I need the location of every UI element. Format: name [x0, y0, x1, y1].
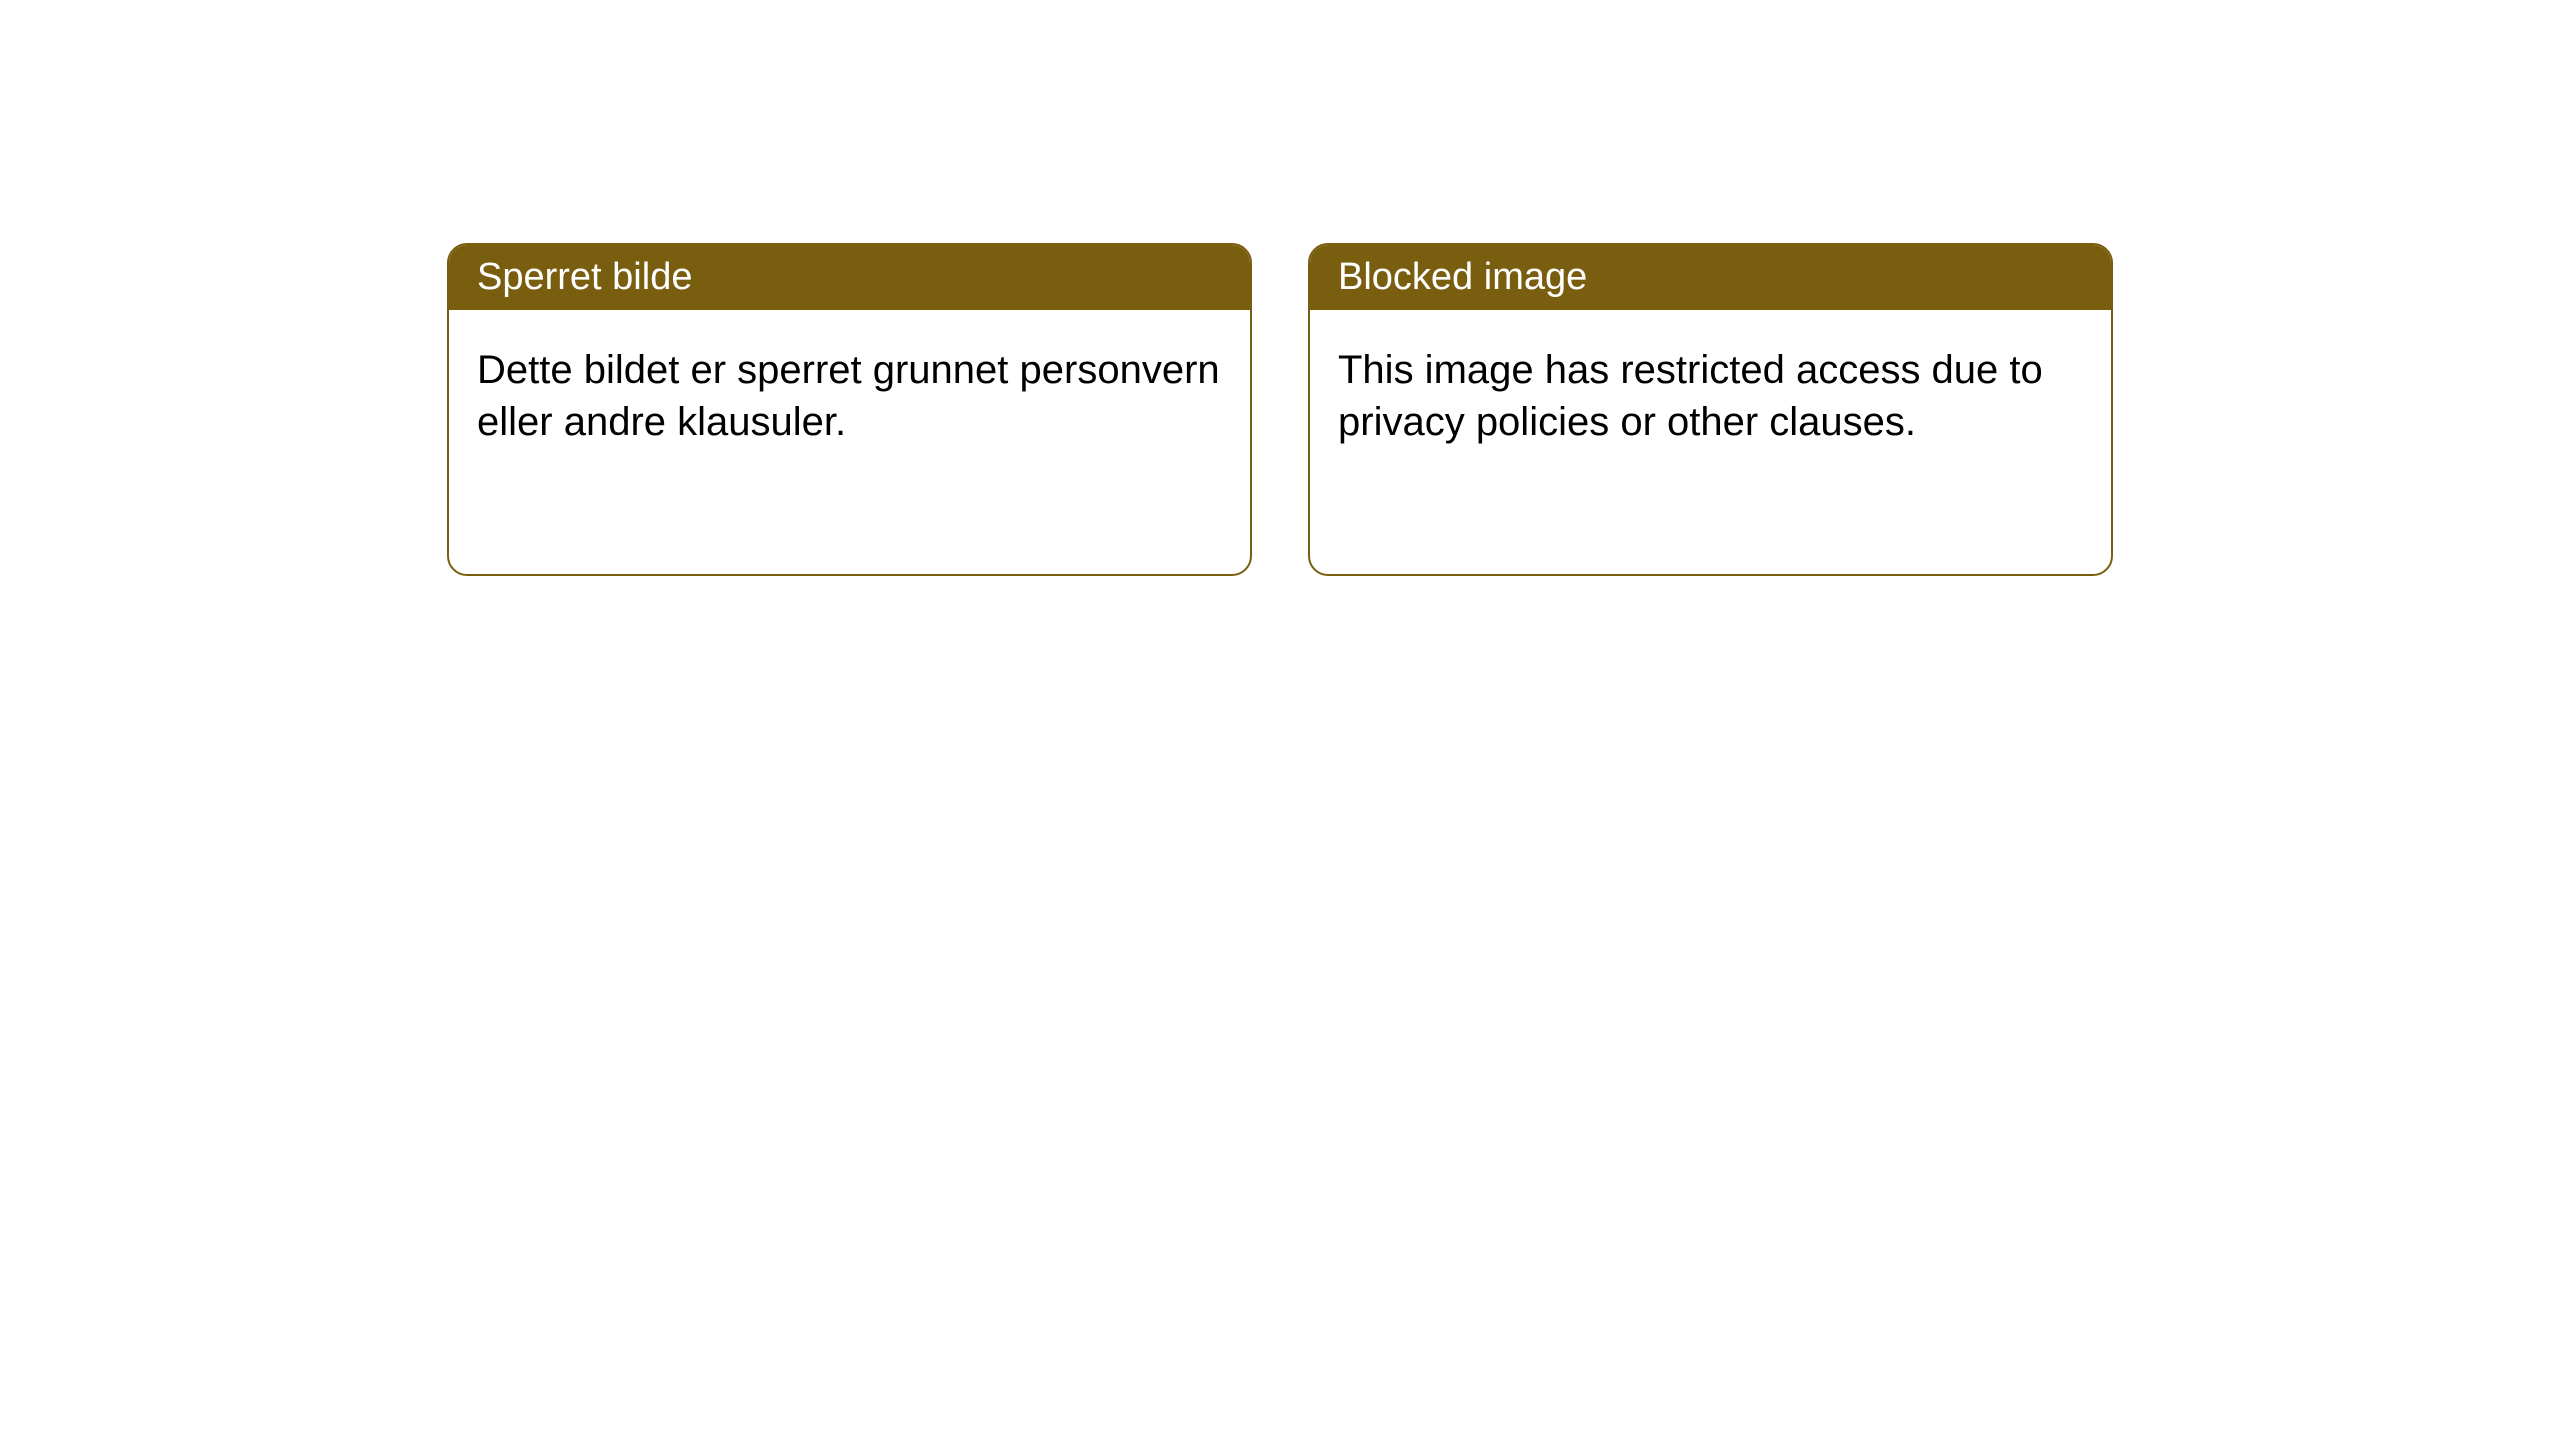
notice-box-norwegian: Sperret bilde Dette bildet er sperret gr… [447, 243, 1252, 576]
notice-container: Sperret bilde Dette bildet er sperret gr… [0, 0, 2560, 576]
notice-header: Sperret bilde [449, 245, 1250, 310]
notice-body: Dette bildet er sperret grunnet personve… [449, 310, 1250, 482]
notice-box-english: Blocked image This image has restricted … [1308, 243, 2113, 576]
notice-body: This image has restricted access due to … [1310, 310, 2111, 482]
notice-header: Blocked image [1310, 245, 2111, 310]
